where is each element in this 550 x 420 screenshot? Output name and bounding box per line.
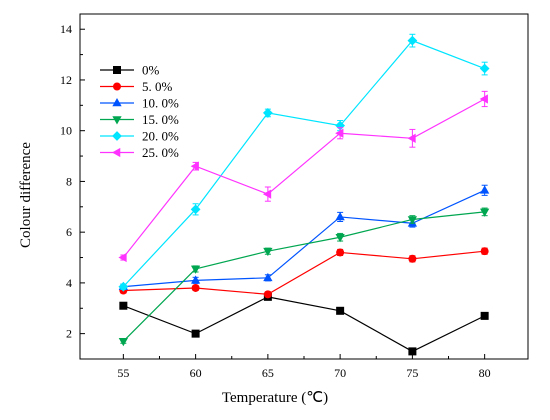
legend-marker	[113, 66, 122, 75]
data-point	[336, 306, 345, 315]
y-tick-label: 10	[60, 124, 72, 138]
legend-item-3: 15. 0%	[100, 112, 179, 127]
legend-marker	[112, 131, 122, 141]
data-point	[407, 35, 418, 46]
legend-label: 5. 0%	[142, 79, 173, 94]
data-point	[408, 347, 417, 356]
data-point	[407, 133, 416, 143]
series-1	[119, 247, 489, 299]
y-tick-label: 12	[60, 73, 72, 87]
data-point	[263, 290, 272, 299]
series-layer	[118, 33, 490, 356]
legend-marker	[113, 82, 122, 91]
data-point	[190, 161, 199, 171]
legend-label: 0%	[142, 63, 160, 78]
legend-item-0: 0%	[100, 63, 160, 78]
legend-label: 10. 0%	[142, 96, 179, 111]
legend-marker	[112, 116, 122, 125]
x-tick-label: 75	[406, 366, 418, 380]
series-line	[123, 296, 485, 353]
series-4	[118, 33, 490, 292]
x-axis-title: Temperature (℃)	[222, 390, 328, 406]
y-tick-label: 2	[66, 327, 72, 341]
legend-label: 25. 0%	[142, 145, 179, 160]
x-tick-label: 65	[262, 366, 274, 380]
x-tick-label: 80	[479, 366, 491, 380]
series-line	[123, 189, 485, 288]
data-point	[191, 283, 200, 292]
data-point	[479, 94, 488, 104]
data-point	[119, 301, 128, 310]
legend-label: 20. 0%	[142, 129, 179, 144]
series-5	[118, 90, 488, 263]
x-tick-label: 70	[334, 366, 346, 380]
legend-item-5: 25. 0%	[100, 145, 179, 160]
series-line	[122, 211, 485, 342]
data-point	[480, 208, 490, 217]
legend-item-2: 10. 0%	[100, 96, 179, 111]
series-line	[122, 98, 485, 258]
x-tick-label: 55	[117, 366, 129, 380]
legend-item-1: 5. 0%	[100, 79, 173, 94]
data-point	[190, 204, 201, 215]
legend-label: 15. 0%	[142, 112, 179, 127]
legend-marker	[112, 147, 121, 158]
series-line	[122, 39, 485, 288]
data-point	[191, 329, 200, 338]
y-tick-label: 6	[66, 225, 72, 239]
series-line	[123, 250, 485, 295]
data-point	[335, 233, 345, 243]
series-3	[118, 207, 490, 347]
data-point	[118, 337, 128, 347]
data-point	[262, 108, 273, 118]
y-tick-label: 8	[66, 174, 72, 188]
data-point	[408, 254, 417, 263]
x-tick-label: 60	[190, 366, 202, 380]
data-point	[263, 272, 273, 282]
data-point	[480, 185, 490, 194]
legend-item-4: 20. 0%	[100, 129, 179, 144]
legend-marker	[112, 98, 122, 107]
data-point	[407, 216, 418, 225]
data-point	[479, 63, 490, 74]
data-point	[336, 248, 345, 257]
y-tick-label: 14	[60, 22, 72, 36]
y-tick-label: 4	[66, 276, 72, 290]
data-point	[480, 311, 489, 320]
data-point	[335, 211, 345, 221]
y-axis-title: Colour difference	[18, 142, 34, 248]
data-point	[263, 247, 273, 257]
data-point	[118, 281, 129, 292]
legend: 0%5. 0% 10. 0%15. 0% 20. 0%25. 0%	[100, 63, 179, 160]
data-point	[480, 247, 489, 256]
series-0	[119, 292, 489, 356]
data-point	[118, 252, 127, 263]
data-point	[262, 189, 272, 199]
axes: 55 60 65 70 75 80 2 4 6 8 10 12 14	[60, 13, 529, 380]
data-point	[335, 128, 344, 138]
data-point	[190, 265, 201, 274]
data-point	[190, 275, 201, 284]
